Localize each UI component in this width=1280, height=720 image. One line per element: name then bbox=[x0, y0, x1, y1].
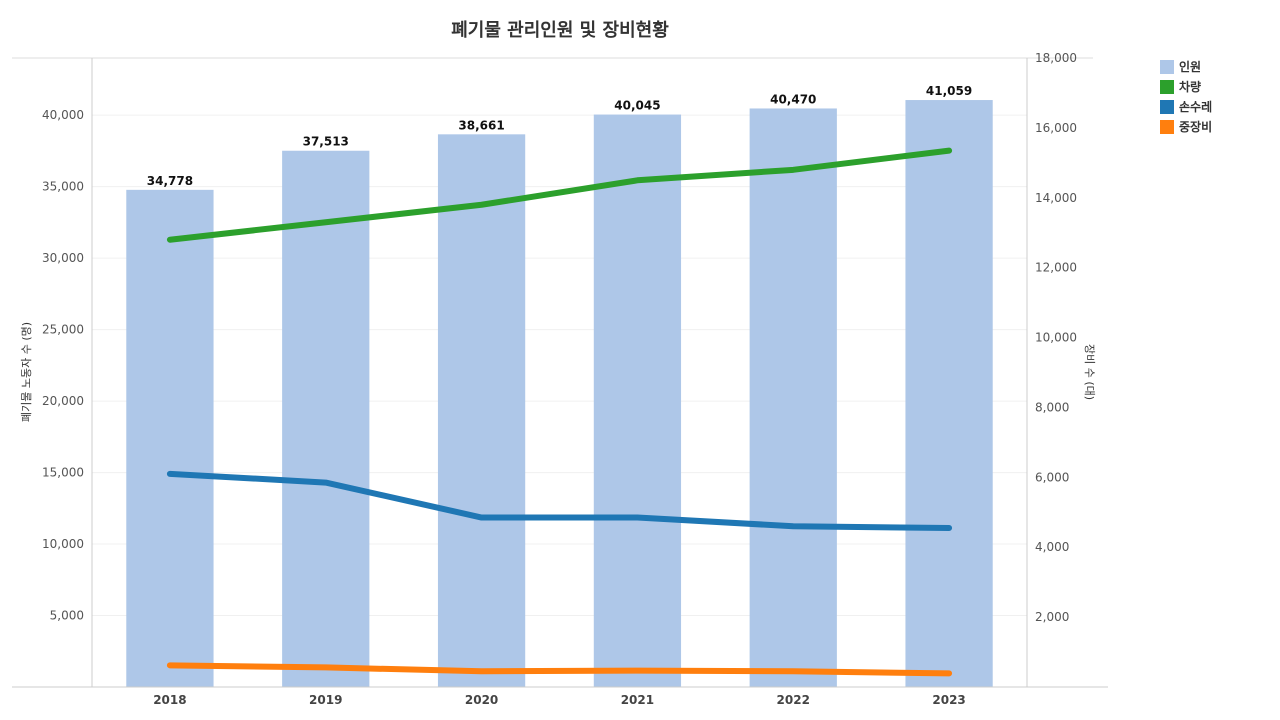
x-tick-label: 2022 bbox=[777, 693, 810, 707]
legend-label: 차량 bbox=[1179, 79, 1201, 94]
right-tick-label: 2,000 bbox=[1035, 610, 1069, 624]
left-axis-label: 폐기물 노동자 수 (명) bbox=[20, 322, 33, 422]
line-중장비 bbox=[166, 662, 953, 677]
bar-series bbox=[126, 100, 993, 688]
bar-2021 bbox=[593, 114, 682, 688]
bar-2022 bbox=[749, 108, 837, 687]
bar-value-label: 40,470 bbox=[770, 92, 816, 106]
left-tick-label: 10,000 bbox=[42, 537, 84, 551]
legend-label: 인원 bbox=[1179, 59, 1201, 74]
x-tick-label: 2023 bbox=[932, 693, 965, 707]
grid-lines bbox=[92, 114, 1027, 617]
line-손수레 bbox=[166, 470, 953, 532]
bar-2020 bbox=[437, 134, 526, 687]
bar-value-label: 38,661 bbox=[458, 118, 504, 132]
left-tick-label: 15,000 bbox=[42, 466, 84, 480]
right-tick-label: 6,000 bbox=[1035, 470, 1069, 484]
left-tick-label: 35,000 bbox=[42, 180, 84, 194]
bar-2023 bbox=[905, 100, 993, 688]
x-tick-label: 2019 bbox=[309, 693, 342, 707]
legend-swatch-차량 bbox=[1160, 80, 1174, 94]
legend-swatch-인원 bbox=[1160, 60, 1174, 74]
line-차량 bbox=[166, 147, 953, 243]
bar-value-label: 37,513 bbox=[303, 135, 349, 149]
bar-value-label: 34,778 bbox=[147, 174, 193, 188]
right-tick-label: 12,000 bbox=[1035, 261, 1077, 275]
right-tick-label: 4,000 bbox=[1035, 540, 1069, 554]
right-tick-label: 10,000 bbox=[1035, 331, 1077, 345]
data-labels: 34,778 37,513 38,661 40,045 40,470 41,059 bbox=[147, 84, 972, 188]
legend-swatch-손수레 bbox=[1160, 100, 1174, 114]
right-tick-label: 8,000 bbox=[1035, 400, 1069, 414]
left-tick-label: 20,000 bbox=[42, 394, 84, 408]
left-tick-label: 25,000 bbox=[42, 323, 84, 337]
x-tick-label: 2021 bbox=[621, 693, 654, 707]
legend-swatch-중장비 bbox=[1160, 120, 1174, 134]
right-tick-label: 16,000 bbox=[1035, 121, 1077, 135]
bar-2018 bbox=[126, 189, 214, 687]
right-tick-label: 14,000 bbox=[1035, 191, 1077, 205]
bar-2019 bbox=[282, 150, 370, 687]
left-tick-label: 5,000 bbox=[50, 609, 84, 623]
right-axis-label: 장비 수 (대) bbox=[1083, 344, 1096, 400]
left-tick-label: 30,000 bbox=[42, 251, 84, 265]
x-tick-label: 2020 bbox=[465, 693, 498, 707]
legend-label: 손수레 bbox=[1179, 99, 1212, 114]
legend-label: 중장비 bbox=[1179, 119, 1212, 134]
bar-value-label: 41,059 bbox=[926, 84, 972, 98]
axes: 5,000 10,000 15,000 20,000 25,000 30,000 35,00… bbox=[12, 51, 1108, 707]
chart-title: 폐기물 관리인원 및 장비현황 bbox=[451, 20, 669, 41]
x-tick-label: 2018 bbox=[153, 693, 186, 707]
right-tick-label: 18,000 bbox=[1035, 51, 1077, 65]
line-series bbox=[166, 147, 953, 677]
left-tick-label: 40,000 bbox=[42, 108, 84, 122]
bar-value-label: 40,045 bbox=[614, 99, 660, 113]
